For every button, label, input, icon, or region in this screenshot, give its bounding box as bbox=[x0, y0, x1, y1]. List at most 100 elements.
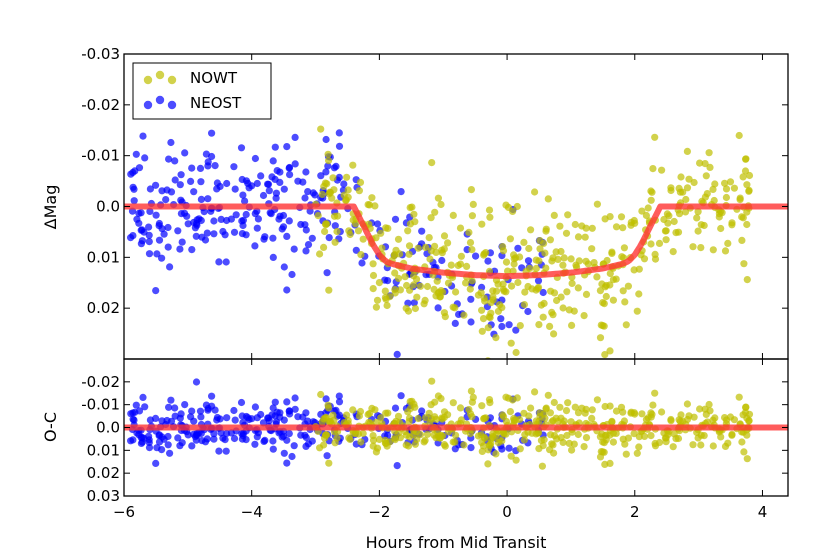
nowt-residual-point bbox=[343, 411, 351, 419]
nowt-point bbox=[333, 227, 341, 236]
nowt-point bbox=[325, 286, 333, 294]
nowt-residual-point bbox=[697, 441, 705, 449]
nowt-point bbox=[420, 300, 428, 308]
nowt-point bbox=[635, 290, 643, 298]
nowt-point bbox=[426, 255, 434, 263]
neost-residual-point bbox=[498, 445, 506, 453]
nowt-residual-point bbox=[728, 430, 736, 438]
neost-residual-point bbox=[248, 415, 256, 423]
neost-residual-point bbox=[283, 459, 291, 467]
top-ytick-label: -0.01 bbox=[81, 147, 120, 165]
neost-point bbox=[340, 180, 348, 188]
neost-residual-point bbox=[397, 392, 405, 400]
nowt-residual-point bbox=[563, 431, 571, 440]
nowt-residual-point bbox=[565, 439, 573, 447]
nowt-residual-point bbox=[396, 434, 404, 442]
nowt-point bbox=[447, 261, 455, 269]
neost-residual-point bbox=[166, 449, 174, 457]
nowt-point bbox=[689, 243, 697, 251]
neost-residual-point bbox=[167, 396, 175, 404]
nowt-point bbox=[344, 186, 352, 194]
nowt-point bbox=[391, 286, 399, 294]
nowt-residual-point bbox=[609, 438, 618, 446]
neost-residual-point bbox=[239, 432, 247, 440]
nowt-point bbox=[550, 330, 558, 338]
bottom-ytick-label: 0.0 bbox=[96, 419, 120, 437]
nowt-residual-point bbox=[489, 432, 497, 441]
neost-point bbox=[181, 149, 189, 157]
nowt-point bbox=[382, 295, 390, 303]
legend-marker-neost bbox=[155, 95, 165, 105]
neost-point bbox=[253, 179, 261, 188]
nowt-point bbox=[682, 195, 690, 204]
legend-marker-nowt bbox=[167, 75, 177, 85]
neost-residual-point bbox=[280, 449, 288, 457]
nowt-point bbox=[738, 213, 746, 221]
neost-point bbox=[272, 194, 280, 202]
neost-point bbox=[196, 164, 205, 172]
neost-point bbox=[331, 222, 339, 230]
nowt-residual-point bbox=[317, 390, 325, 399]
neost-residual-point bbox=[269, 404, 277, 412]
nowt-residual-point bbox=[359, 429, 367, 438]
neost-residual-point bbox=[188, 442, 196, 450]
neost-point bbox=[299, 178, 307, 186]
neost-point bbox=[160, 230, 168, 238]
top-ytick-label: -0.03 bbox=[81, 45, 120, 63]
nowt-residual-point bbox=[404, 408, 412, 416]
nowt-residual-point bbox=[582, 434, 591, 442]
neost-point bbox=[271, 175, 279, 183]
neost-point bbox=[204, 162, 212, 170]
neost-residual-point bbox=[190, 430, 198, 438]
nowt-point bbox=[330, 186, 338, 194]
nowt-point bbox=[535, 321, 543, 329]
nowt-point bbox=[743, 220, 751, 229]
model-curve bbox=[124, 203, 788, 280]
neost-residual-point bbox=[155, 431, 163, 439]
nowt-residual-point bbox=[444, 411, 452, 419]
nowt-residual-point bbox=[745, 410, 754, 418]
nowt-residual-point bbox=[481, 434, 489, 443]
nowt-residual-point bbox=[449, 399, 457, 407]
nowt-point bbox=[410, 210, 418, 218]
nowt-point bbox=[575, 257, 583, 265]
nowt-point bbox=[644, 204, 652, 212]
nowt-point bbox=[743, 181, 751, 189]
nowt-point bbox=[422, 243, 430, 251]
legend-label-nowt: NOWT bbox=[190, 69, 238, 87]
nowt-point bbox=[318, 190, 326, 198]
nowt-point bbox=[372, 303, 380, 311]
nowt-point bbox=[369, 260, 377, 268]
neost-point bbox=[211, 162, 219, 170]
nowt-point bbox=[709, 185, 717, 193]
nowt-residual-point bbox=[512, 456, 520, 464]
nowt-residual-point bbox=[371, 406, 379, 414]
nowt-residual-point bbox=[487, 439, 495, 448]
neost-residual-point bbox=[139, 393, 147, 401]
nowt-residual-point bbox=[510, 416, 518, 424]
neost-residual-point bbox=[176, 414, 184, 422]
neost-point bbox=[190, 218, 198, 227]
neost-residual-point bbox=[164, 441, 172, 449]
neost-point bbox=[254, 215, 262, 223]
neost-point bbox=[251, 154, 259, 163]
nowt-point bbox=[520, 238, 528, 246]
nowt-point bbox=[394, 274, 403, 282]
neost-point bbox=[190, 188, 198, 196]
nowt-point bbox=[651, 133, 659, 141]
neost-residual-point bbox=[208, 392, 216, 400]
neost-point bbox=[213, 185, 221, 193]
neost-residual-point bbox=[393, 462, 401, 470]
neost-point bbox=[283, 143, 291, 151]
neost-point bbox=[135, 164, 144, 172]
nowt-point bbox=[709, 246, 717, 254]
nowt-point bbox=[622, 321, 630, 329]
nowt-residual-point bbox=[440, 441, 448, 449]
neost-point bbox=[280, 185, 288, 193]
neost-residual-point bbox=[140, 434, 148, 442]
neost-point bbox=[271, 143, 279, 151]
nowt-residual-point bbox=[724, 439, 732, 447]
neost-point bbox=[166, 263, 174, 271]
neost-point bbox=[133, 215, 141, 223]
